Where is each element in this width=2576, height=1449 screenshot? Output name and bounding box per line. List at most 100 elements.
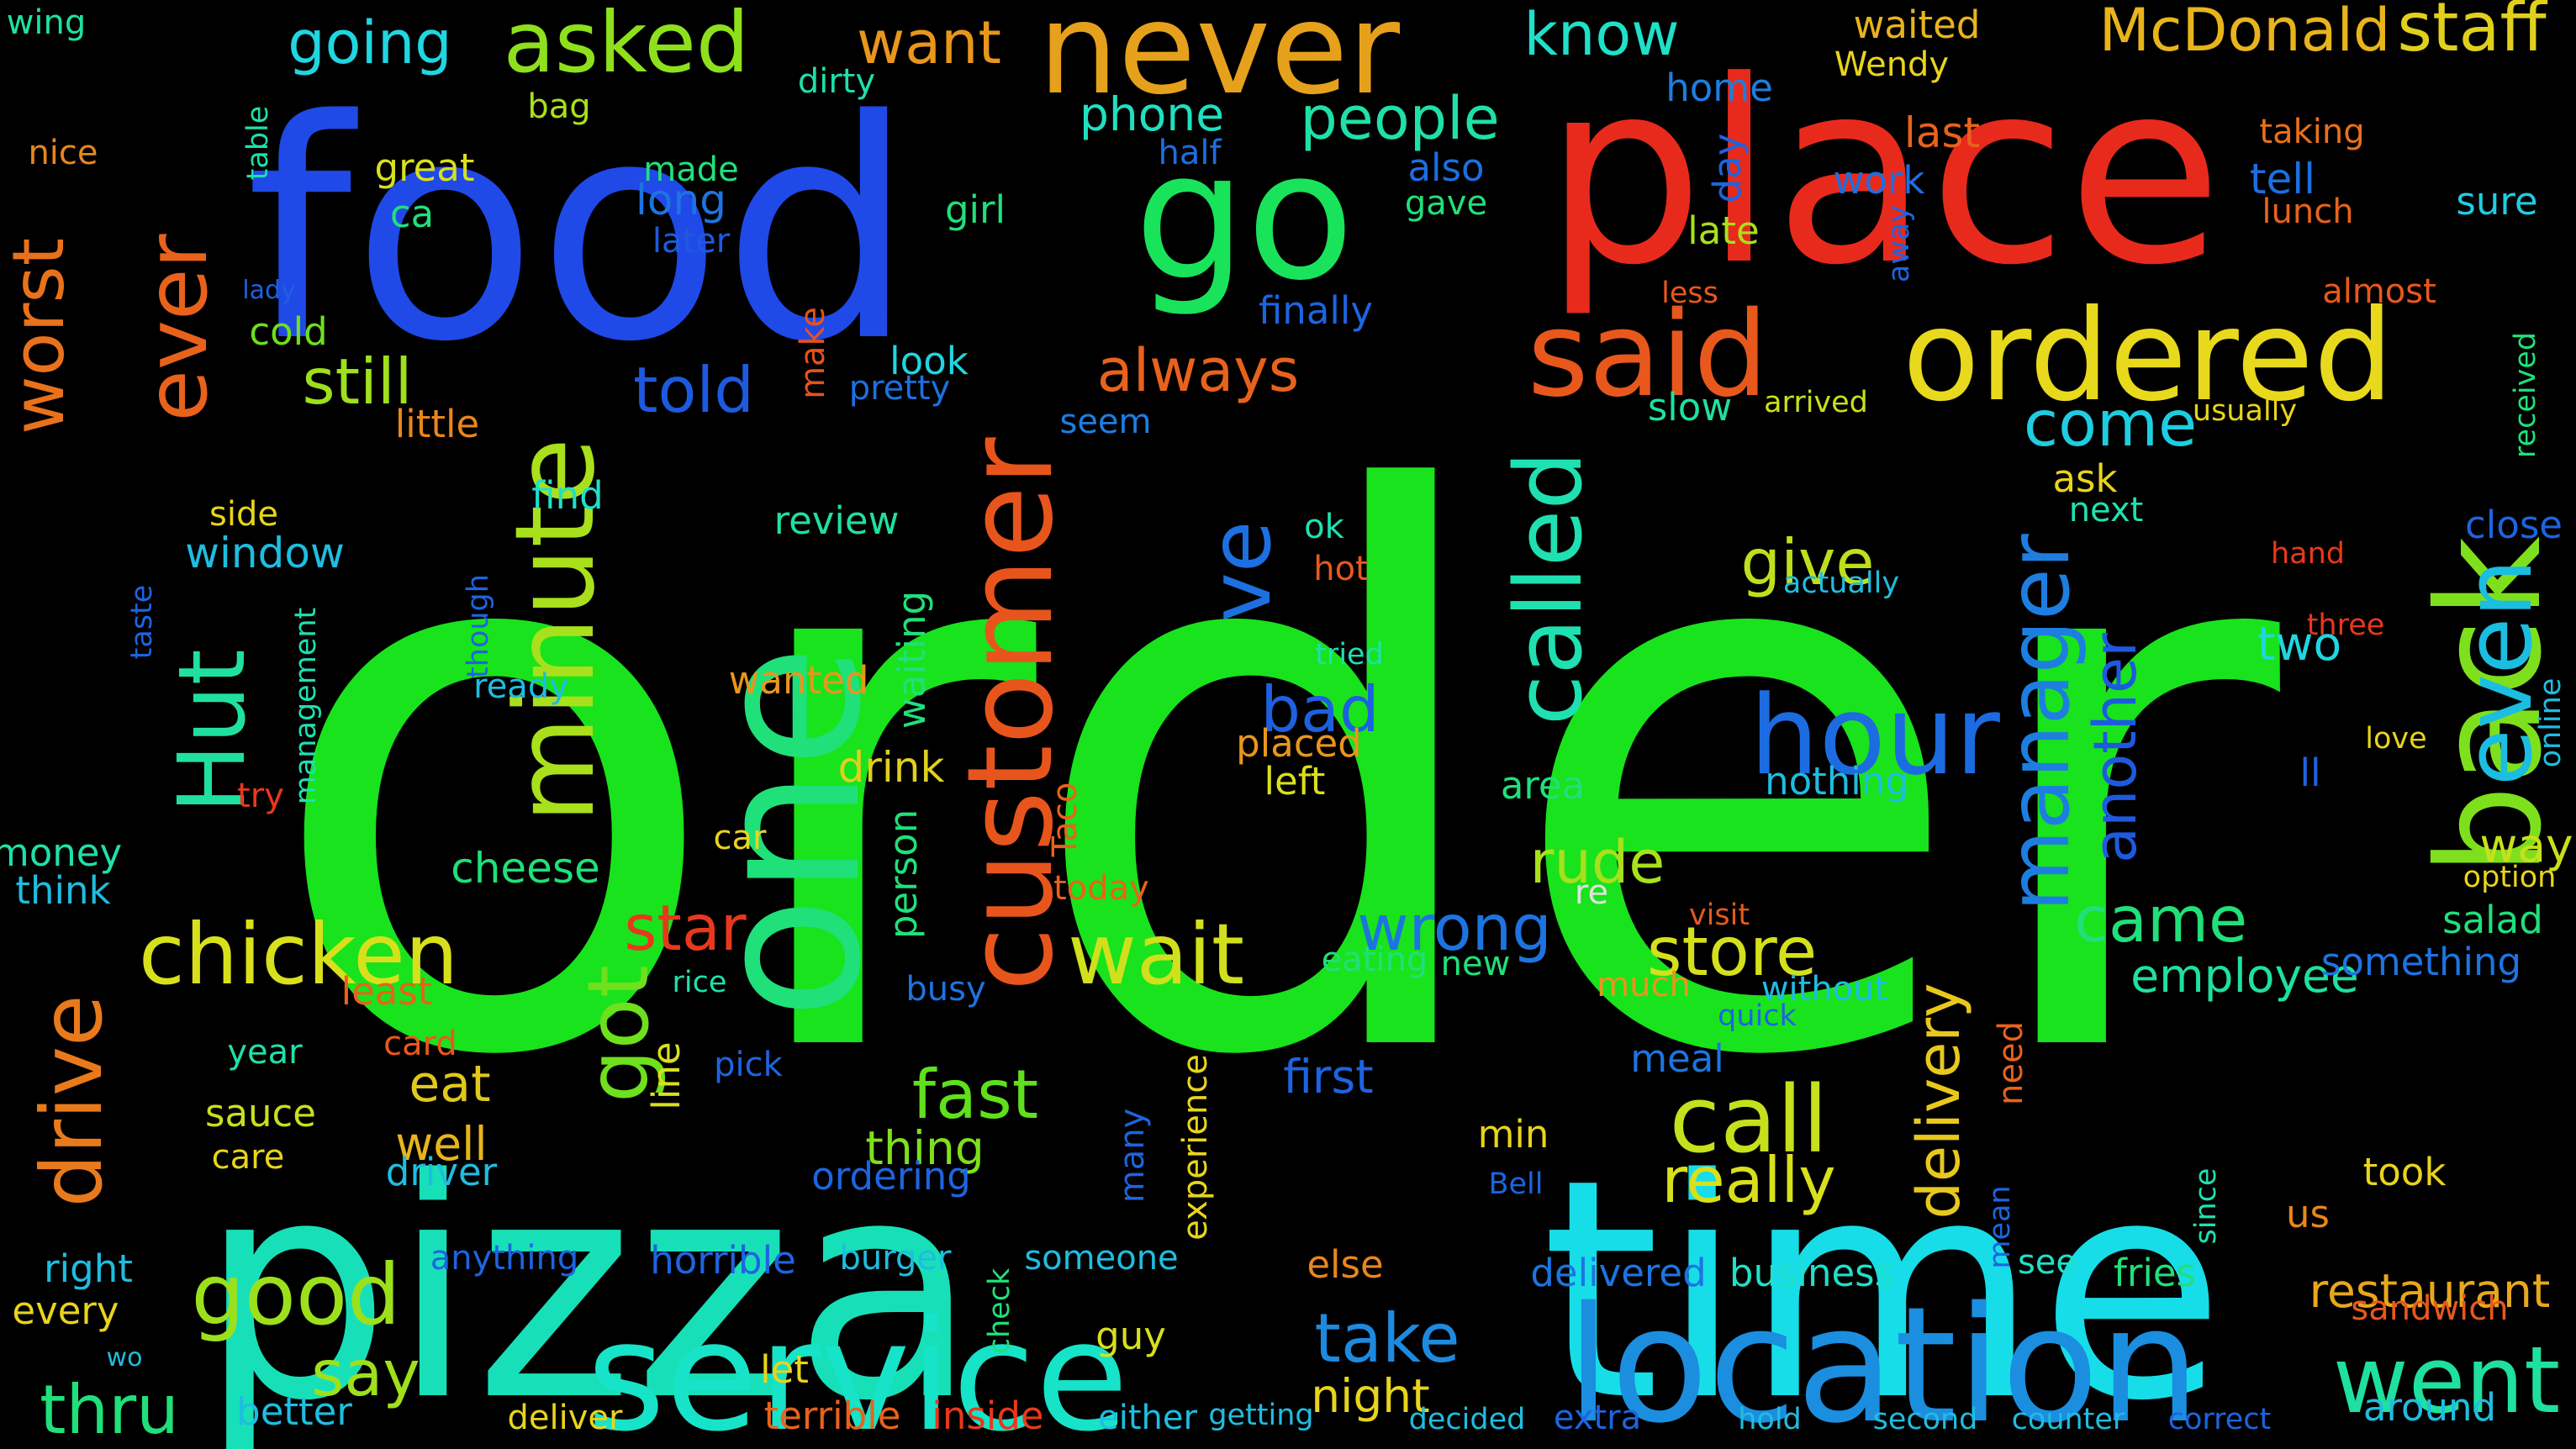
word-guy: guy [1095, 1314, 1166, 1358]
word-person: person [881, 809, 926, 939]
word-taco: Taco [1046, 782, 1085, 858]
word-year: year [227, 1033, 303, 1072]
word-re: re [1575, 873, 1608, 912]
word-way: way [2479, 819, 2573, 872]
word-nothing: nothing [1765, 759, 1909, 804]
word-worst: worst [0, 238, 81, 435]
word-fries: fries [2114, 1251, 2196, 1295]
word-actually: actually [1783, 566, 1899, 600]
word-busy: busy [905, 970, 985, 1009]
word-next: next [2069, 491, 2144, 530]
word-else: else [1306, 1242, 1383, 1287]
word-want: want [857, 8, 1001, 77]
word-manager: manager [1990, 533, 2088, 911]
word-pretty: pretty [849, 369, 951, 408]
word-time: time [1541, 1114, 2225, 1449]
word-two: two [2257, 617, 2341, 671]
word-less: less [1661, 277, 1718, 310]
word-burger: burger [840, 1239, 952, 1278]
word-drink: drink [838, 743, 945, 792]
word-drive: drive [23, 994, 121, 1207]
word-never: never [1038, 0, 1400, 123]
word-going: going [288, 8, 452, 77]
word-sure: sure [2456, 179, 2537, 224]
word-either: either [1098, 1399, 1197, 1437]
word-nice: nice [28, 134, 98, 172]
word-came: came [2074, 883, 2247, 956]
word-asked: asked [504, 0, 750, 92]
word-mean: mean [1983, 1185, 2017, 1268]
word-wo: wo [107, 1343, 143, 1373]
word-always: always [1097, 336, 1299, 405]
word-good: good [191, 1246, 400, 1344]
word-look: look [889, 339, 969, 383]
word-another: another [2081, 633, 2150, 863]
word-ask: ask [2052, 456, 2117, 501]
word-anything: anything [430, 1239, 578, 1278]
word-taste: taste [125, 585, 159, 660]
word-rice: rice [673, 966, 727, 999]
word-location: location [1566, 1272, 2200, 1449]
word-hut: Hut [158, 649, 266, 814]
word-hour: hour [1750, 672, 2000, 799]
word-lady: lady [242, 276, 296, 305]
word-thru: thru [40, 1371, 179, 1449]
word-bag: bag [527, 87, 590, 126]
word-line: line [644, 1041, 689, 1109]
word-wait: wait [1068, 905, 1244, 1004]
word-great: great [375, 145, 475, 190]
word-try: try [237, 777, 284, 815]
word-taking: taking [2259, 113, 2364, 151]
word-arrived: arrived [1764, 386, 1868, 419]
word-staff: staff [2397, 0, 2547, 66]
word-almost: almost [2322, 272, 2436, 311]
word-rude: rude [1530, 828, 1665, 897]
word-service: service [587, 1289, 1129, 1449]
word-area: area [1501, 763, 1585, 808]
word-late: late [1687, 208, 1759, 253]
word-star: star [624, 891, 746, 965]
word-last: last [1904, 108, 1980, 157]
word-called: called [1495, 451, 1602, 726]
word-wanted: wanted [729, 658, 869, 703]
word-people: people [1300, 84, 1499, 153]
word-still: still [303, 345, 413, 419]
word-window: window [185, 529, 345, 577]
word-us: us [2286, 1192, 2330, 1236]
word-ll: ll [2299, 751, 2320, 795]
word-even: even [2445, 559, 2552, 786]
word-usually: usually [2193, 394, 2297, 428]
word-thing: thing [865, 1121, 984, 1175]
word-getting: getting [1208, 1399, 1313, 1432]
word-make: make [794, 307, 832, 399]
word-waited: waited [1854, 3, 1981, 47]
word-slow: slow [1648, 385, 1732, 429]
word-around: around [2363, 1385, 2496, 1430]
word-extra: extra [1554, 1399, 1641, 1437]
word-day: day [1705, 134, 1750, 203]
word-terrible: terrible [764, 1394, 901, 1438]
word-place: place [1544, 27, 2222, 320]
word-find: find [531, 473, 603, 518]
word-need: need [1992, 1021, 2030, 1105]
word-new: new [1441, 945, 1511, 983]
word-counter: counter [2012, 1403, 2125, 1436]
word-say: say [311, 1336, 420, 1410]
word-received: received [2509, 332, 2542, 458]
word-hot: hot [1313, 550, 1369, 588]
word-card: card [383, 1025, 457, 1063]
word-later: later [652, 222, 731, 261]
word-review: review [774, 498, 900, 543]
word-three: three [2307, 609, 2385, 642]
word-ordered: ordered [1903, 283, 2394, 429]
word-decided: decided [1409, 1403, 1526, 1436]
word-delivery: delivery [1904, 983, 1973, 1219]
word-employee: employee [2130, 949, 2358, 1003]
word-one: one [670, 645, 905, 1020]
word-correct: correct [2168, 1403, 2272, 1436]
word-sauce: sauce [205, 1091, 316, 1135]
word-close: close [2465, 503, 2563, 547]
word-long: long [636, 176, 726, 224]
word-half: half [1158, 134, 1222, 172]
word-quick: quick [1718, 999, 1797, 1033]
